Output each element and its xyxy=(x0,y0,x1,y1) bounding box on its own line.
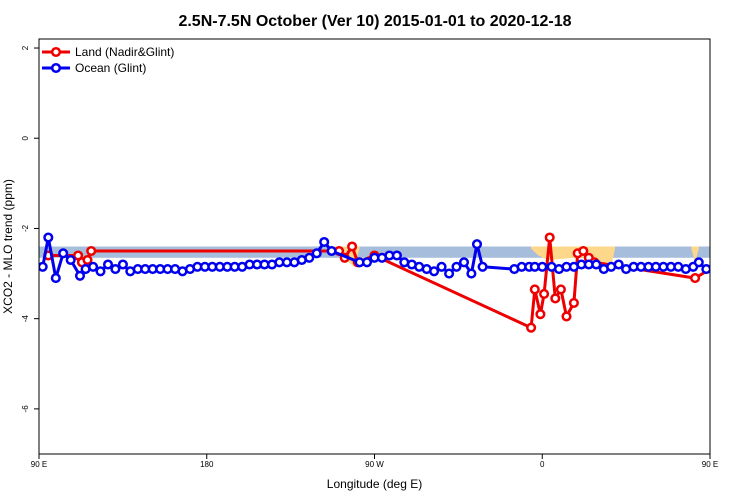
x-tick-label-4: 90 E xyxy=(702,460,718,469)
y-tick-label-1: 0 xyxy=(21,135,30,140)
land-point-7 xyxy=(347,241,358,252)
ocean-point-69 xyxy=(591,259,602,270)
x-tick-label-1: 180 xyxy=(200,460,214,469)
ocean-point-0 xyxy=(39,261,48,272)
legend: Land (Nadir&Glint) Ocean (Glint) xyxy=(42,45,174,75)
ocean-point-50 xyxy=(429,266,440,277)
ocean-point-72 xyxy=(613,259,624,270)
x-axis-label: Longitude (deg E) xyxy=(327,477,422,491)
land-point-26 xyxy=(738,259,746,267)
legend-marker-ocean xyxy=(50,62,62,74)
land-point-18 xyxy=(568,297,579,308)
ocean-point-10 xyxy=(110,264,121,275)
ocean-point-37 xyxy=(311,248,322,259)
x-tick-label-0: 90 E xyxy=(31,460,47,469)
y-axis-label: XCO2 - MLO trend (ppm) xyxy=(1,179,15,314)
land-point-10 xyxy=(526,322,537,333)
y-tick-label-3: -4 xyxy=(21,315,30,323)
ocean-point-8 xyxy=(95,266,106,277)
ocean-point-36 xyxy=(304,252,315,263)
ocean-point-57 xyxy=(477,261,488,272)
ocean-point-54 xyxy=(458,257,470,268)
ocean-point-3 xyxy=(58,248,69,259)
ocean-point-11 xyxy=(117,259,128,270)
ocean-point-9 xyxy=(102,259,114,270)
x-tick-label-3: 0 xyxy=(540,460,545,469)
legend-marker-land xyxy=(50,46,62,58)
ocean-point-39 xyxy=(326,245,337,257)
ocean-point-62 xyxy=(537,261,548,272)
x-tick-label-2: 90 W xyxy=(365,460,384,469)
land-point-12 xyxy=(535,309,546,320)
land-point-25 xyxy=(732,250,740,258)
legend-label-ocean: Ocean (Glint) xyxy=(75,61,146,75)
ocean-point-38 xyxy=(319,236,330,248)
land-point-27 xyxy=(742,247,750,255)
y-tick-label-0: 2 xyxy=(21,45,30,50)
y-tick-label-4: -6 xyxy=(21,405,30,413)
band-bulge-3 xyxy=(725,247,747,267)
land-point-24 xyxy=(725,254,733,262)
land-point-23 xyxy=(690,273,701,284)
ocean-point-45 xyxy=(391,250,402,261)
ocean-point-53 xyxy=(451,261,462,272)
y-axis: 2 0 -2 -4 -6 xyxy=(21,45,39,412)
ocean-point-41 xyxy=(361,257,373,268)
land-point-16 xyxy=(555,284,566,295)
land-point-3 xyxy=(82,254,93,266)
chart-title: 2.5N-7.5N October (Ver 10) 2015-01-01 to… xyxy=(178,13,571,30)
land-point-20 xyxy=(578,245,589,257)
band-bulge-2 xyxy=(691,246,699,263)
ocean-point-52 xyxy=(444,268,455,279)
y-tick-label-2: -2 xyxy=(21,224,30,232)
ocean-point-4 xyxy=(65,254,76,266)
ocean-point-5 xyxy=(74,270,86,281)
ocean-point-55 xyxy=(466,268,477,279)
land-point-11 xyxy=(529,284,540,295)
ocean-point-56 xyxy=(471,239,483,250)
ocean-point-84 xyxy=(701,264,710,275)
ocean-point-1 xyxy=(43,232,54,243)
x-axis: 90 E 180 90 W 0 90 E xyxy=(31,454,718,469)
plot-content xyxy=(39,232,750,333)
legend-label-land: Land (Nadir&Glint) xyxy=(75,45,174,59)
land-point-17 xyxy=(561,311,572,322)
ocean-point-51 xyxy=(436,261,447,272)
land-point-13 xyxy=(539,288,550,299)
land-point-4 xyxy=(86,245,97,257)
plot-area xyxy=(39,232,750,333)
land-point-15 xyxy=(550,293,561,304)
land-point-14 xyxy=(544,232,555,243)
ocean-point-2 xyxy=(50,273,61,284)
ocean-point-7 xyxy=(88,261,99,272)
ocean-point-83 xyxy=(693,257,704,268)
